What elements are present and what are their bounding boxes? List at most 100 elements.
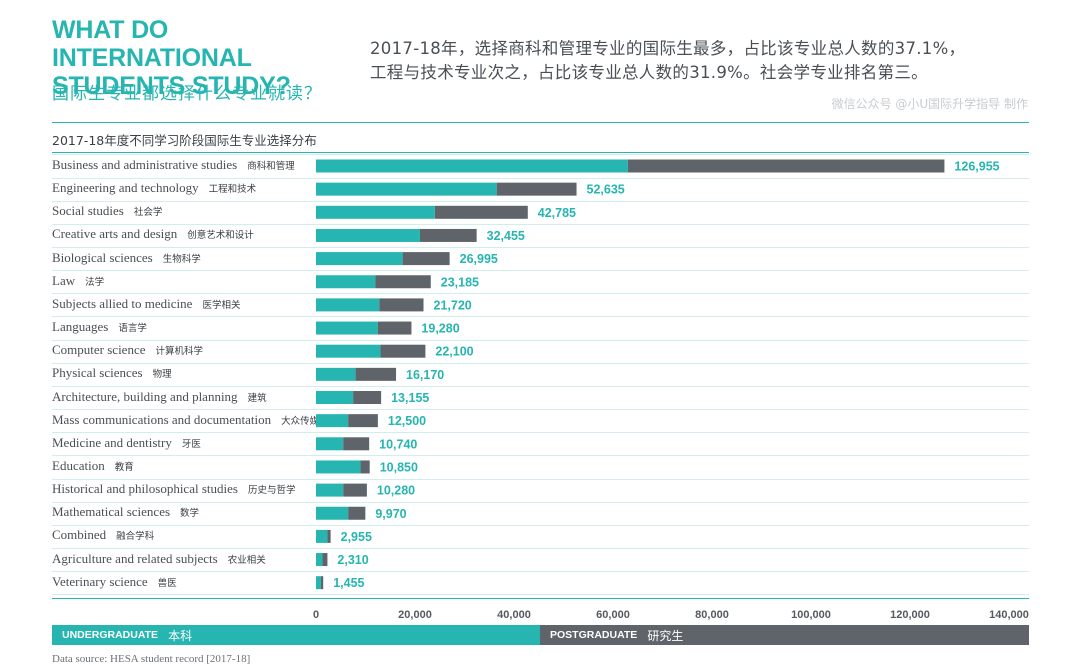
category-label: Social studies 社会学 [52, 203, 162, 219]
category-label: Architecture, building and planning 建筑 [52, 389, 267, 405]
bar-undergraduate [316, 252, 403, 266]
data-label: 22,100 [435, 345, 473, 359]
category-label: Mass communications and documentation 大众传… [52, 412, 319, 428]
category-label-cn: 兽医 [157, 577, 177, 589]
category-label-cn: 融合学科 [116, 531, 155, 543]
bar-undergraduate [316, 182, 497, 196]
category-label-en: Medicine and dentistry [52, 434, 172, 450]
category-label: Computer science 计算机科学 [52, 342, 203, 358]
category-label: Agriculture and related subjects 农业相关 [52, 551, 266, 567]
bar-postgraduate [419, 228, 477, 242]
bar-undergraduate [316, 460, 361, 474]
bar-undergraduate [316, 321, 378, 335]
category-label-en: Law [52, 272, 76, 288]
bar-postgraduate [380, 344, 426, 358]
legend-undergraduate-cn: 本科 [168, 628, 193, 643]
category-label: Law 法学 [52, 273, 104, 289]
category-label-cn: 生物科学 [162, 253, 201, 265]
x-tick-label: 0 [313, 609, 319, 621]
category-label-cn: 大众传媒 [281, 415, 320, 427]
category-label-en: Architecture, building and planning [52, 388, 238, 404]
bar-undergraduate [316, 205, 435, 219]
x-tick-label: 140,000 [989, 609, 1029, 621]
bar-undergraduate [316, 483, 344, 497]
data-label: 42,785 [538, 206, 576, 220]
category-label-en: Combined [52, 527, 107, 543]
category-label-cn: 建筑 [247, 392, 267, 404]
category-label-cn: 创意艺术和设计 [187, 230, 254, 242]
category-label-en: Languages [52, 319, 109, 335]
category-label: Subjects allied to medicine 医学相关 [52, 296, 240, 312]
bar-undergraduate [316, 391, 354, 404]
x-tick-label: 100,000 [791, 609, 831, 621]
bar-postgraduate [402, 252, 450, 266]
category-label-cn: 农业相关 [227, 554, 266, 566]
bar-undergraduate [316, 159, 628, 173]
category-label-cn: 教育 [114, 461, 134, 473]
category-label-en: Historical and philosophical studies [52, 481, 238, 497]
bar-undergraduate [316, 298, 380, 312]
data-label: 126,955 [954, 160, 999, 174]
headline-line-2: 工程与技术专业次之，占比该专业总人数的31.9%。社会学专业排名第三。 [370, 63, 928, 82]
data-label: 19,280 [421, 322, 459, 336]
bar-postgraduate [355, 367, 397, 381]
category-label: Engineering and technology 工程和技术 [52, 180, 256, 196]
data-label: 2,310 [337, 553, 368, 567]
category-label: Education 教育 [52, 458, 134, 474]
headline-text: 2017-18年，选择商科和管理专业的国际生最多，占比该专业总人数的37.1%，… [370, 37, 1050, 85]
category-label: Business and administrative studies 商科和管理 [52, 157, 295, 173]
category-label-en: Engineering and technology [52, 180, 199, 196]
data-source: Data source: HESA student record [2017-1… [52, 653, 251, 665]
category-label: Medicine and dentistry 牙医 [52, 435, 201, 451]
data-label: 26,995 [460, 252, 498, 266]
bar-postgraduate [496, 182, 577, 196]
category-label-en: Agriculture and related subjects [52, 550, 218, 566]
bar-postgraduate [379, 298, 424, 312]
bar-postgraduate [375, 275, 431, 289]
bar-undergraduate [316, 367, 356, 381]
credit-text: 微信公众号 @小U国际升学指导 制作 [831, 97, 1028, 111]
data-label: 1,455 [333, 576, 364, 590]
category-label: Veterinary science 兽医 [52, 574, 177, 590]
data-label: 23,185 [441, 275, 479, 289]
bar-undergraduate [316, 437, 344, 451]
bar-undergraduate [316, 228, 420, 242]
bar-undergraduate [316, 344, 381, 358]
data-label: 52,635 [587, 183, 625, 197]
category-label-en: Mass communications and documentation [52, 411, 272, 427]
bar-postgraduate [348, 506, 366, 520]
legend-postgraduate: POSTGRADUATE 研究生 [540, 625, 1029, 645]
category-label-en: Biological sciences [52, 249, 153, 265]
category-label-en: Mathematical sciences [52, 504, 171, 520]
data-label: 10,280 [377, 484, 415, 498]
bar-undergraduate [316, 506, 349, 520]
data-label: 10,740 [379, 437, 417, 451]
category-label: Languages 语言学 [52, 319, 147, 335]
bar-postgraduate [343, 437, 370, 451]
x-tick-label: 80,000 [695, 609, 729, 621]
bar-postgraduate [434, 205, 528, 219]
bar-undergraduate [316, 553, 323, 567]
legend-postgraduate-en: POSTGRADUATE [550, 629, 638, 641]
x-tick-label: 20,000 [398, 609, 432, 621]
bar-postgraduate [353, 391, 382, 404]
category-label-cn: 商科和管理 [247, 161, 295, 172]
bar-postgraduate [343, 483, 367, 497]
data-label: 9,970 [375, 507, 406, 521]
category-label: Historical and philosophical studies 历史与哲… [52, 481, 295, 497]
bar-postgraduate [327, 529, 331, 543]
category-label-cn: 法学 [85, 276, 105, 288]
category-label-cn: 物理 [152, 369, 172, 381]
bar-undergraduate [316, 275, 376, 289]
legend-postgraduate-cn: 研究生 [647, 628, 684, 643]
x-tick-label: 120,000 [890, 609, 930, 621]
category-label: Combined 融合学科 [52, 527, 154, 543]
data-label: 2,955 [341, 530, 372, 544]
data-label: 21,720 [434, 298, 472, 312]
title-english: WHAT DO INTERNATIONAL STUDENTS STUDY? [52, 16, 291, 100]
title-chinese: 国际生专业都选择什么专业就读？ [52, 84, 322, 104]
category-label-cn: 语言学 [118, 323, 147, 335]
x-tick-label: 60,000 [596, 609, 630, 621]
bar-postgraduate [627, 159, 945, 173]
